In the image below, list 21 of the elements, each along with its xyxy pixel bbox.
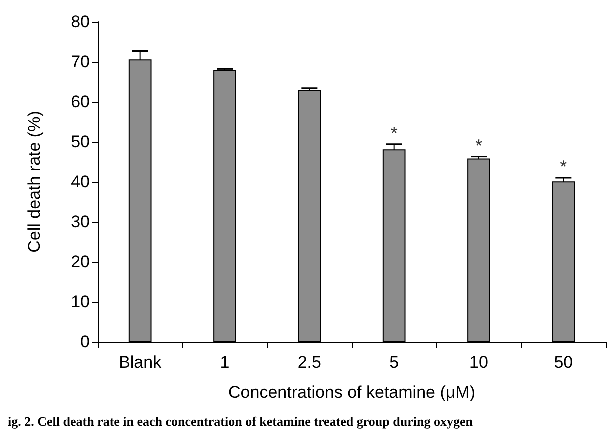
y-tick-label: 30 <box>71 212 90 232</box>
annotation: * <box>390 123 398 144</box>
x-tick-label: 50 <box>554 353 574 372</box>
x-tick-label: 2.5 <box>298 353 322 372</box>
x-tick-label: 1 <box>220 353 230 372</box>
annotation: * <box>475 136 483 156</box>
y-tick-label: 60 <box>71 92 90 112</box>
y-tick-label: 70 <box>71 52 90 72</box>
y-tick-label: 20 <box>71 252 90 272</box>
x-tick-label: 5 <box>390 353 400 372</box>
y-tick-label: 40 <box>71 172 90 192</box>
y-tick-label: 0 <box>80 332 90 352</box>
annotation: * <box>560 157 568 177</box>
x-tick-label: 10 <box>470 353 488 372</box>
y-tick-label: 50 <box>71 132 90 152</box>
text: ig. 2. Cell death rate in each concentration of ketamine treated group during oxygen <box>8 414 474 429</box>
x-axis-title: Concentrations of ketamine (μM) <box>228 383 476 402</box>
y-tick-label: 10 <box>71 292 90 312</box>
y-tick-label: 80 <box>71 12 90 32</box>
x-tick-label: Blank <box>119 353 162 372</box>
y-axis-title: Cell death rate (%) <box>25 111 44 253</box>
